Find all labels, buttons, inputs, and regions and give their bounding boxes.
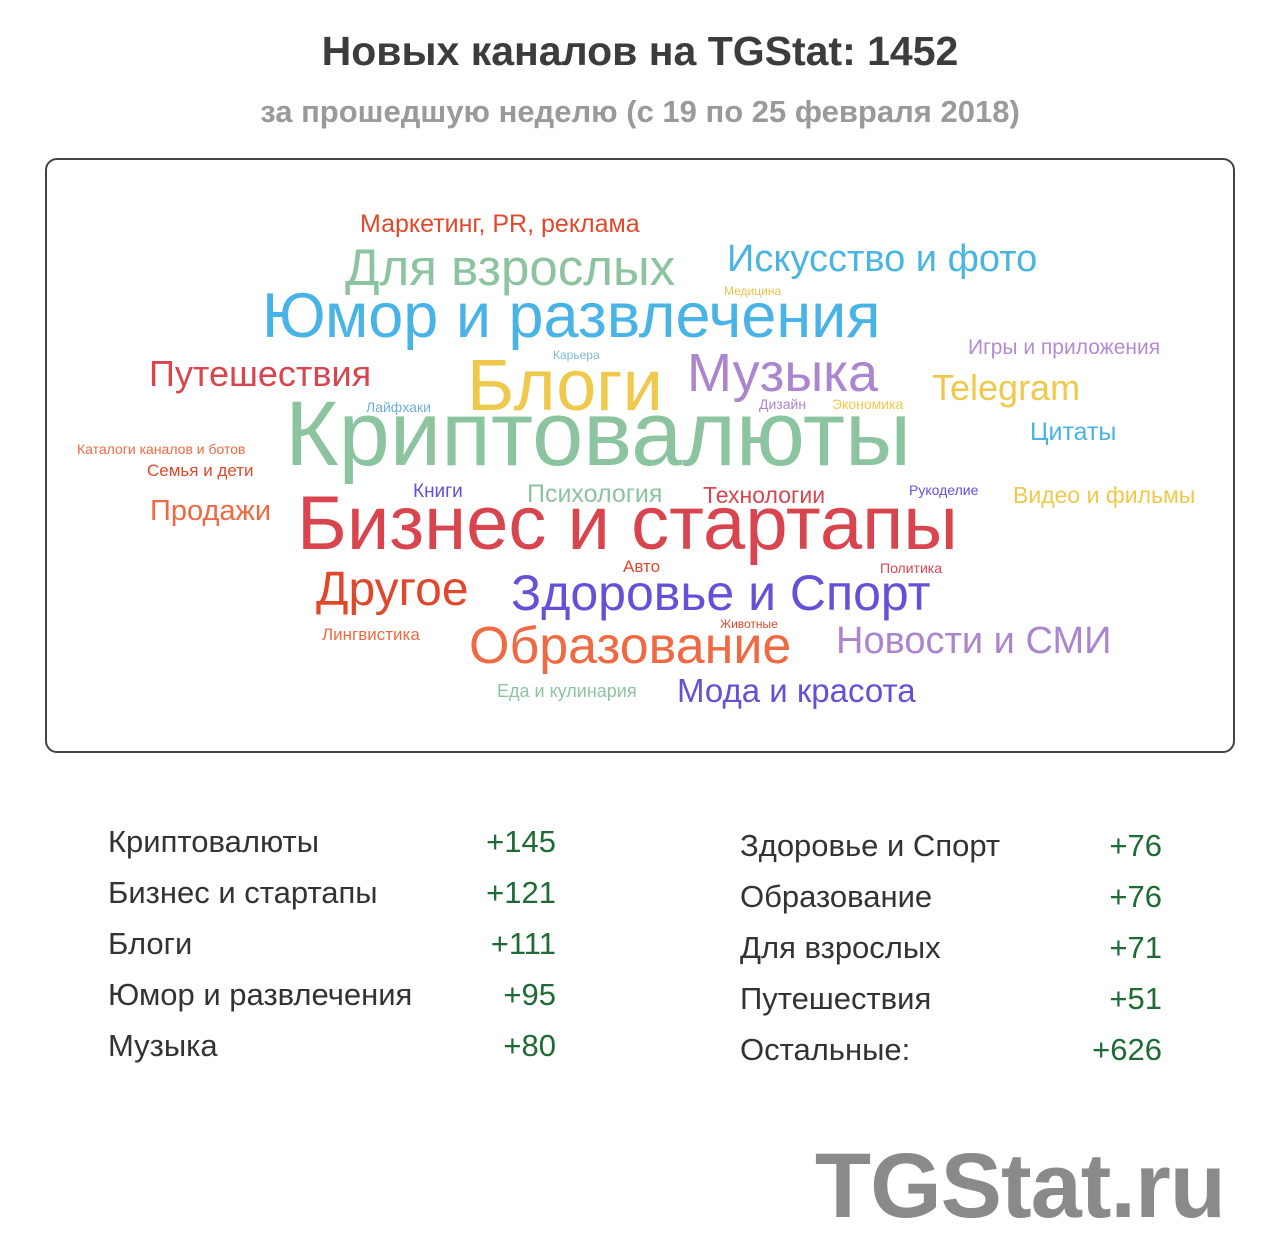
cloud-word-lifehacks: Лайфхаки [366, 399, 431, 415]
cloud-word-animals: Животные [720, 617, 778, 631]
stat-value: +95 [503, 977, 556, 1012]
cloud-word-catalogs: Каталоги каналов и ботов [77, 441, 246, 457]
cloud-word-travel: Путешествия [149, 353, 372, 394]
cloud-word-adult: Для взрослых [345, 239, 676, 296]
cloud-word-business: Бизнес и стартапы [297, 481, 958, 566]
stat-label: Здоровье и Спорт [740, 828, 1001, 863]
cloud-word-news: Новости и СМИ [836, 620, 1112, 662]
stat-value: +51 [1109, 981, 1162, 1016]
stat-label: Путешествия [740, 981, 932, 1016]
stat-label: Образование [740, 879, 933, 914]
cloud-word-blogs: Блоги [467, 346, 663, 426]
cloud-word-food: Еда и кулинария [497, 681, 637, 701]
stat-value: +121 [486, 875, 556, 910]
cloud-word-psychology: Психология [527, 480, 663, 508]
cloud-word-health-sport: Здоровье и Спорт [511, 565, 931, 621]
stat-value: +76 [1109, 828, 1162, 863]
stat-value: +71 [1109, 930, 1162, 965]
cloud-word-handicraft: Рукоделие [909, 482, 979, 498]
cloud-word-education: Образование [469, 617, 792, 675]
cloud-word-video-films: Видео и фильмы [1013, 482, 1196, 508]
cloud-word-career: Карьера [553, 348, 600, 362]
cloud-word-marketing: Маркетинг, PR, реклама [360, 210, 640, 238]
stat-label: Блоги [108, 926, 193, 961]
stat-label: Музыка [108, 1028, 218, 1063]
cloud-word-auto: Авто [623, 557, 661, 576]
stat-value: +145 [486, 824, 556, 859]
cloud-word-technology: Технологии [703, 482, 826, 508]
cloud-word-crypto: Криптовалюты [285, 383, 912, 485]
cloud-word-sales: Продажи [150, 495, 272, 527]
cloud-word-telegram: Telegram [932, 367, 1081, 408]
cloud-word-games-apps: Игры и приложения [968, 336, 1161, 359]
stat-value: +626 [1092, 1032, 1162, 1067]
stat-label: Криптовалюты [108, 824, 319, 859]
stat-label: Бизнес и стартапы [108, 875, 378, 910]
brand-logo: TGStat.ru [814, 1135, 1226, 1237]
stat-value: +80 [503, 1028, 556, 1063]
word-cloud-panel: Маркетинг, PR, реклама Для взрослых Иску… [45, 158, 1235, 753]
cloud-word-art-photo: Искусство и фото [727, 238, 1038, 280]
cloud-word-politics: Политика [880, 560, 942, 576]
cloud-word-fashion: Мода и красота [677, 672, 916, 709]
cloud-word-linguistics: Лингвистика [322, 625, 420, 644]
cloud-word-quotes: Цитаты [1030, 418, 1117, 446]
cloud-word-other: Другое [316, 563, 469, 616]
cloud-word-music: Музыка [687, 343, 879, 403]
cloud-word-humor: Юмор и развлечения [262, 281, 881, 351]
cloud-word-economy: Экономика [832, 396, 904, 412]
cloud-word-medicine: Медицина [724, 284, 782, 298]
cloud-word-family: Семья и дети [147, 461, 254, 480]
cloud-word-books: Книги [413, 481, 463, 502]
stat-value: +111 [490, 926, 556, 961]
stat-label: Для взрослых [740, 930, 941, 965]
page-title: Новых каналов на TGStat: 1452 [321, 28, 959, 74]
stat-value: +76 [1109, 879, 1162, 914]
stat-label: Остальные: [740, 1032, 911, 1067]
cloud-word-design: Дизайн [759, 396, 807, 412]
stat-label: Юмор и развлечения [108, 977, 413, 1012]
page-subtitle: за прошедшую неделю (с 19 по 25 февраля … [260, 94, 1020, 129]
